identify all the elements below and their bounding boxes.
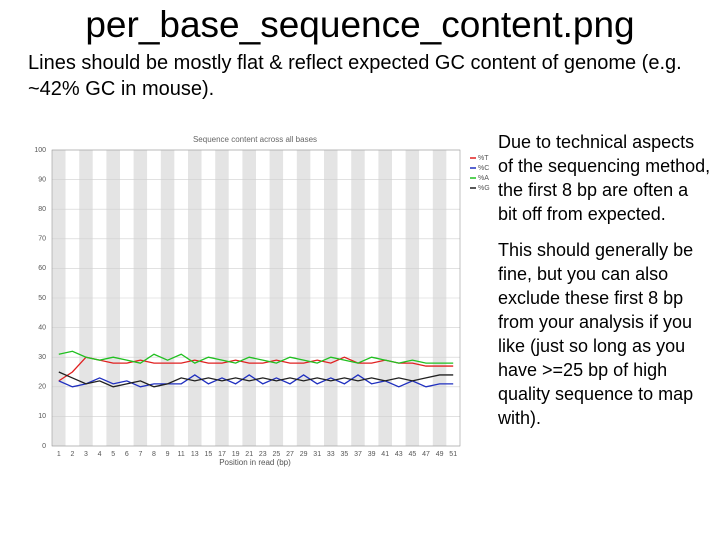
slide-subtitle: Lines should be mostly flat & reflect ex… <box>28 52 682 100</box>
y-tick-label: 10 <box>38 413 46 420</box>
x-tick-label: 3 <box>84 451 88 458</box>
x-tick-label: 8 <box>152 451 156 458</box>
chart: Sequence content across all bases Positi… <box>34 135 490 467</box>
y-tick-label: 80 <box>38 206 46 213</box>
y-tick-label: 40 <box>38 324 46 331</box>
y-tick-label: 100 <box>34 147 46 154</box>
x-tick-label: 17 <box>218 451 226 458</box>
x-tick-label: 21 <box>245 451 253 458</box>
notes: Due to technical aspects of the sequenci… <box>498 130 712 442</box>
legend-label: %G <box>478 185 490 192</box>
x-axis-label: Position in read (bp) <box>219 458 291 467</box>
x-tick-label: 11 <box>178 451 185 458</box>
legend-label: %C <box>478 165 489 172</box>
x-tick-label: 7 <box>138 451 142 458</box>
plot-frame <box>51 149 461 447</box>
x-tick-label: 29 <box>300 451 308 458</box>
x-tick-label: 49 <box>436 451 444 458</box>
x-tick-label: 47 <box>422 451 430 458</box>
legend-label: %T <box>478 155 489 162</box>
legend-label: %A <box>478 175 489 182</box>
x-tick-label: 6 <box>125 451 129 458</box>
note: This should generally be fine, but you c… <box>498 240 694 428</box>
y-tick-label: 20 <box>38 384 46 391</box>
x-tick-label: 51 <box>449 451 457 458</box>
y-tick-label: 50 <box>38 295 46 302</box>
x-tick-label: 15 <box>205 451 213 458</box>
chart-title: Sequence content across all bases <box>193 135 317 144</box>
x-tick-label: 37 <box>354 451 362 458</box>
x-tick-label: 13 <box>191 451 199 458</box>
x-tick-label: 5 <box>111 451 115 458</box>
x-tick-label: 31 <box>313 451 321 458</box>
y-tick-label: 70 <box>38 236 46 243</box>
slide-title: per_base_sequence_content.png <box>85 4 635 45</box>
x-tick-label: 41 <box>381 451 389 458</box>
x-tick-label: 33 <box>327 451 335 458</box>
x-tick-label: 4 <box>98 451 102 458</box>
series-line <box>58 350 454 364</box>
x-tick-label: 19 <box>232 451 240 458</box>
x-tick-label: 45 <box>409 451 417 458</box>
y-tick-label: 90 <box>38 176 46 183</box>
y-tick-label: 60 <box>38 265 46 272</box>
x-tick-label: 43 <box>395 451 403 458</box>
x-tick-label: 39 <box>368 451 376 458</box>
x-tick-label: 2 <box>70 451 74 458</box>
note: Due to technical aspects of the sequenci… <box>498 132 711 224</box>
x-tick-label: 9 <box>166 451 170 458</box>
series-line <box>58 371 454 388</box>
y-tick-label: 0 <box>42 443 46 450</box>
x-tick-label: 35 <box>341 451 349 458</box>
x-tick-label: 23 <box>259 451 267 458</box>
x-tick-label: 27 <box>286 451 294 458</box>
x-tick-label: 1 <box>57 451 61 458</box>
x-tick-label: 25 <box>273 451 281 458</box>
y-tick-label: 30 <box>38 354 46 361</box>
